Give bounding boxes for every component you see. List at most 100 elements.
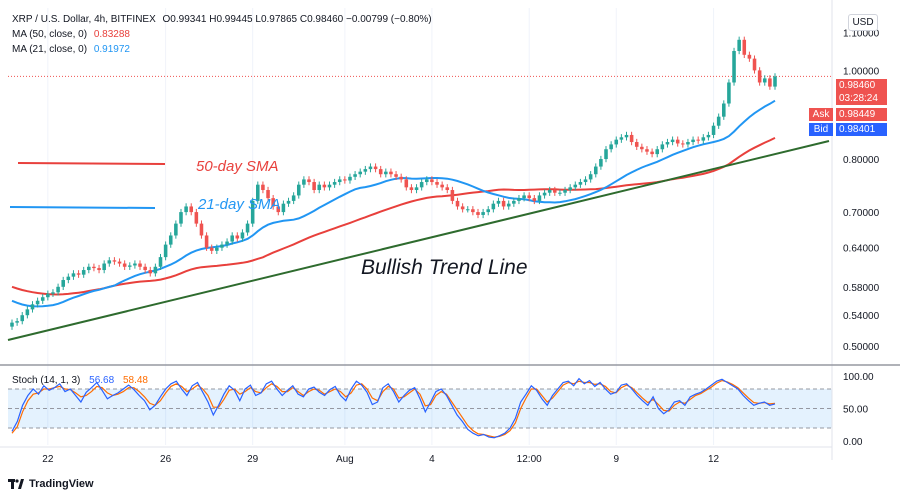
ma21-legend: MA (21, close, 0) 0.91972 xyxy=(12,44,130,55)
candle-body xyxy=(102,263,106,271)
candle-body xyxy=(640,146,644,150)
candle-body xyxy=(450,190,455,201)
candle-body xyxy=(240,232,245,239)
candle-body xyxy=(563,190,567,193)
candle-body xyxy=(363,169,368,172)
candle-body xyxy=(675,139,680,144)
last-price-tag: 0.98460 xyxy=(836,79,887,92)
candle-body xyxy=(419,182,424,188)
candle-body xyxy=(486,209,491,213)
price-tick-label: 0.80000 xyxy=(843,155,880,166)
candle-body xyxy=(256,184,260,201)
countdown-tag: 03:28:24 xyxy=(836,92,887,105)
candle-body xyxy=(204,235,209,248)
candle-body xyxy=(742,39,747,55)
candle-body xyxy=(629,134,634,143)
price-tick-label: 0.64000 xyxy=(843,244,880,255)
currency-button[interactable]: USD xyxy=(848,14,878,31)
ma21-label: MA (21, close, 0) xyxy=(12,44,88,55)
annotation-50-day-sma: 50-day SMA xyxy=(196,158,279,175)
tradingview-icon xyxy=(8,478,24,489)
candle-body xyxy=(179,212,183,224)
candle-body xyxy=(604,149,608,160)
candle-body xyxy=(358,171,362,175)
candle-body xyxy=(230,235,234,242)
tradingview-label: TradingView xyxy=(29,478,94,490)
candle-body xyxy=(153,266,158,274)
candle-body xyxy=(312,182,316,191)
candle-body xyxy=(409,187,414,191)
candle-body xyxy=(665,142,670,145)
candle-body xyxy=(225,241,229,245)
candle-body xyxy=(378,169,383,175)
price-tick-label: 0.54000 xyxy=(843,311,880,322)
ma21-value: 0.91972 xyxy=(93,44,130,55)
candle-body xyxy=(691,139,695,143)
stoch-legend: Stoch (14, 1, 3) 56.68 58.48 xyxy=(12,375,148,386)
candle-body xyxy=(286,200,291,204)
ma50-series xyxy=(11,137,776,296)
candle-body xyxy=(87,266,91,271)
candle-body xyxy=(40,297,45,301)
ask-label: Ask xyxy=(809,108,833,121)
bid-price-tag: 0.98401 xyxy=(836,123,887,136)
price-tick-label: 0.58000 xyxy=(843,283,880,294)
candle-body xyxy=(174,223,178,236)
candle-body xyxy=(681,143,685,145)
candle-body xyxy=(266,190,270,199)
candle-body xyxy=(686,142,690,145)
candle-body xyxy=(92,266,96,269)
bid-label: Bid xyxy=(809,123,833,136)
candle-body xyxy=(71,273,76,277)
candle-body xyxy=(332,182,337,185)
candle-body xyxy=(276,206,281,213)
candle-body xyxy=(291,195,296,201)
candle-body xyxy=(353,174,357,177)
candle-body xyxy=(184,206,188,213)
ma21-series xyxy=(11,99,776,308)
candle-body xyxy=(138,263,142,267)
candle-body xyxy=(194,212,199,224)
candle-body xyxy=(752,58,757,71)
candle-body xyxy=(762,78,767,83)
candle-body xyxy=(368,166,373,170)
candle-body xyxy=(20,315,25,322)
candle-body xyxy=(322,184,327,188)
symbol-legend: XRP / U.S. Dollar, 4h, BITFINEX O0.99341… xyxy=(12,14,432,25)
candle-body xyxy=(737,39,741,51)
ma21-line xyxy=(11,99,776,308)
stoch-k-line xyxy=(11,377,776,439)
candle-body xyxy=(189,206,194,213)
candle-body xyxy=(348,176,352,181)
candle-body xyxy=(430,179,434,183)
candle-body xyxy=(670,139,675,143)
candle-body xyxy=(650,151,654,155)
bullish-trend-line xyxy=(7,140,830,341)
candle-body xyxy=(568,187,572,191)
annotation-trend-line: Bullish Trend Line xyxy=(361,256,528,279)
candle-body xyxy=(414,187,419,191)
candle-body xyxy=(163,244,168,258)
candle-body xyxy=(711,125,716,135)
candle-body xyxy=(199,223,204,236)
candle-body xyxy=(399,176,403,180)
candle-body xyxy=(542,192,547,196)
candle-body xyxy=(66,276,71,281)
candle-body xyxy=(15,321,19,323)
candle-body xyxy=(97,268,101,271)
candle-body xyxy=(117,261,122,264)
candle-body xyxy=(148,270,153,274)
candle-body xyxy=(491,203,496,210)
time-tick-label: Aug xyxy=(336,454,354,465)
tradingview-logo[interactable]: TradingView xyxy=(8,478,94,490)
candle-body xyxy=(455,200,460,207)
candle-body xyxy=(696,139,700,141)
candle-body xyxy=(527,195,531,199)
candle-body xyxy=(558,192,562,194)
candle-body xyxy=(425,179,429,183)
candle-body xyxy=(599,159,603,167)
price-tick-label: 1.10000 xyxy=(843,29,880,40)
candle-body xyxy=(614,139,619,145)
candle-body xyxy=(35,300,40,305)
